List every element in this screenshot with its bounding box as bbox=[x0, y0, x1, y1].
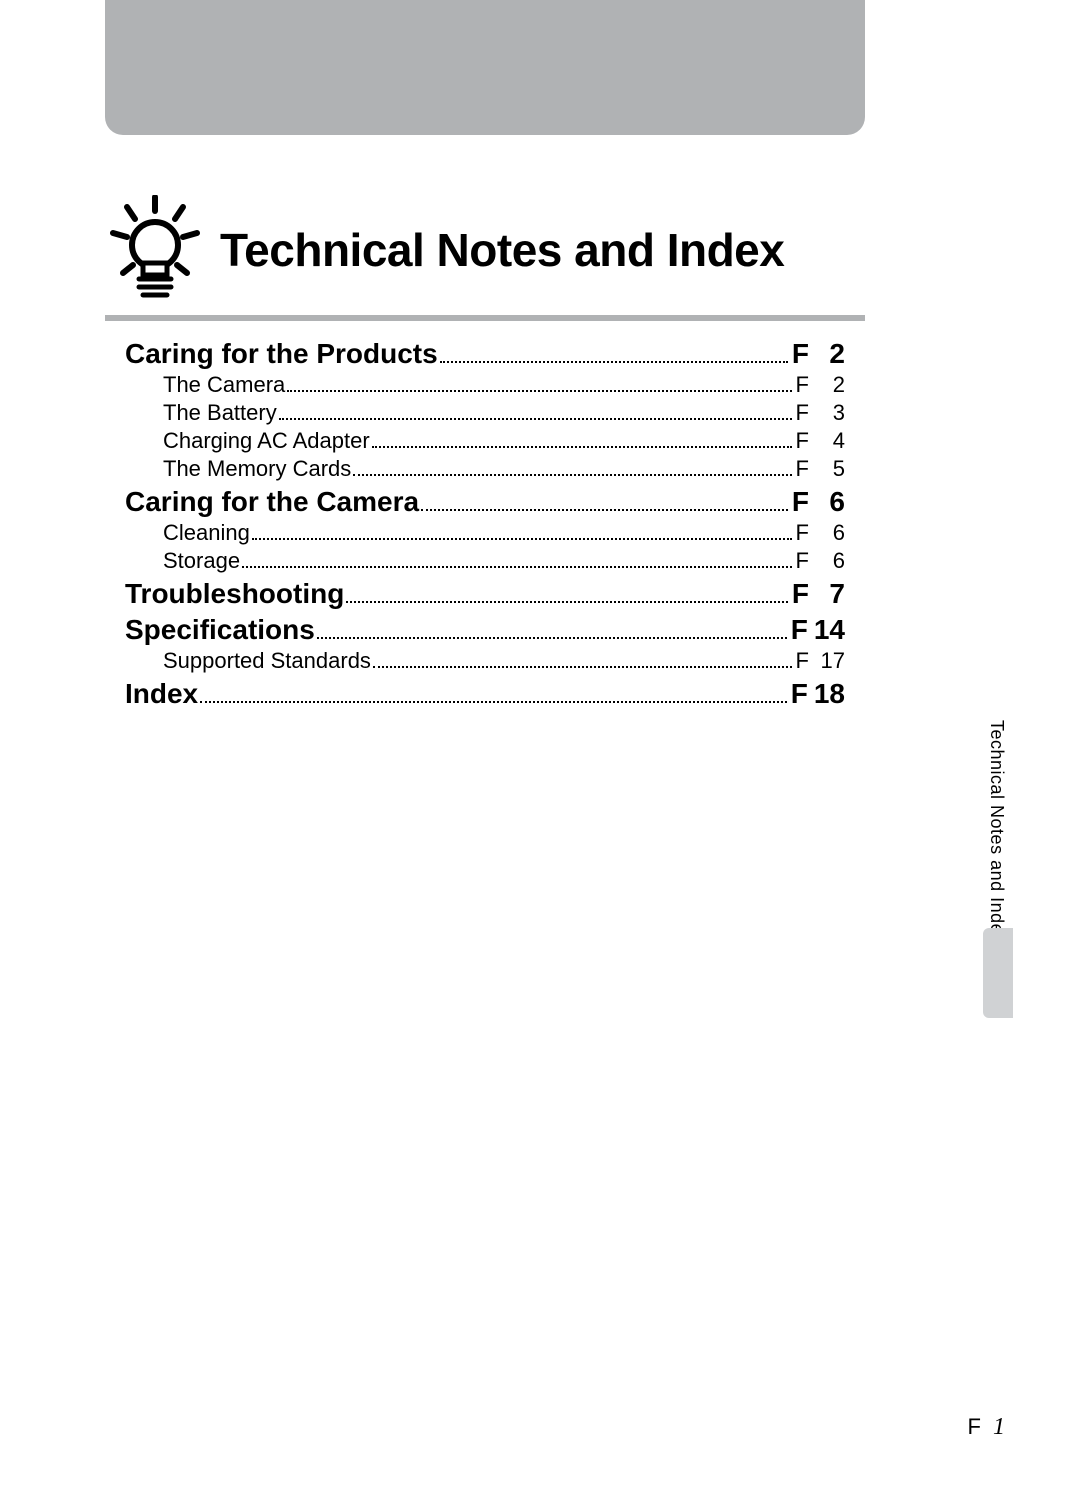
lightbulb-icon bbox=[105, 195, 205, 305]
toc-label: Cleaning bbox=[163, 520, 250, 546]
toc-entry[interactable]: The Battery F3 bbox=[125, 400, 845, 426]
toc-page-prefix: F bbox=[792, 578, 809, 610]
toc-entry[interactable]: Supported Standards F17 bbox=[125, 648, 845, 674]
toc-leader-dots bbox=[317, 637, 787, 639]
toc-label: The Memory Cards bbox=[163, 456, 351, 482]
toc-page-number: 4 bbox=[815, 428, 845, 454]
toc-entry[interactable]: The Camera F2 bbox=[125, 372, 845, 398]
toc-leader-dots bbox=[353, 474, 791, 476]
side-tab-label: Technical Notes and Index bbox=[986, 720, 1007, 944]
toc-entry[interactable]: Cleaning F6 bbox=[125, 520, 845, 546]
toc-entry[interactable]: Caring for the Products F2 bbox=[125, 338, 845, 370]
toc-label: Charging AC Adapter bbox=[163, 428, 370, 454]
toc-leader-dots bbox=[200, 701, 787, 703]
toc-leader-dots bbox=[372, 446, 792, 448]
toc-page-number: 6 bbox=[815, 548, 845, 574]
toc-label: Supported Standards bbox=[163, 648, 371, 674]
toc-label: Troubleshooting bbox=[125, 578, 344, 610]
toc-entry[interactable]: Index F18 bbox=[125, 678, 845, 710]
toc-label: Storage bbox=[163, 548, 240, 574]
toc-label: Index bbox=[125, 678, 198, 710]
toc-leader-dots bbox=[373, 666, 792, 668]
toc-page-number: 18 bbox=[814, 678, 845, 710]
toc-leader-dots bbox=[421, 509, 788, 511]
toc-page-number: 7 bbox=[815, 578, 845, 610]
toc-label: The Camera bbox=[163, 372, 285, 398]
toc-leader-dots bbox=[279, 418, 792, 420]
toc-entry[interactable]: Caring for the Camera F6 bbox=[125, 486, 845, 518]
page-title: Technical Notes and Index bbox=[220, 223, 784, 277]
toc-leader-dots bbox=[242, 566, 791, 568]
toc-page-prefix: F bbox=[796, 520, 809, 546]
toc-page-prefix: F bbox=[791, 614, 808, 646]
toc-label: Caring for the Camera bbox=[125, 486, 419, 518]
toc-entry[interactable]: Specifications F14 bbox=[125, 614, 845, 646]
title-row: Technical Notes and Index bbox=[105, 195, 865, 305]
toc-leader-dots bbox=[287, 390, 791, 392]
toc-label: The Battery bbox=[163, 400, 277, 426]
toc-entry[interactable]: Storage F6 bbox=[125, 548, 845, 574]
toc-page-prefix: F bbox=[792, 486, 809, 518]
toc-page-prefix: F bbox=[796, 456, 809, 482]
toc-entry[interactable]: The Memory Cards F5 bbox=[125, 456, 845, 482]
toc-page-number: 2 bbox=[815, 372, 845, 398]
toc-leader-dots bbox=[346, 601, 788, 603]
footer-prefix: F bbox=[968, 1414, 981, 1440]
toc-leader-dots bbox=[440, 361, 788, 363]
footer-page-number: 1 bbox=[993, 1414, 1005, 1441]
toc-page-number: 5 bbox=[815, 456, 845, 482]
toc-page-number: 6 bbox=[815, 520, 845, 546]
toc-page-number: 3 bbox=[815, 400, 845, 426]
header-accent-box bbox=[105, 0, 865, 135]
side-tab-box bbox=[983, 928, 1013, 1018]
toc-page-prefix: F bbox=[796, 428, 809, 454]
toc-label: Specifications bbox=[125, 614, 315, 646]
toc-leader-dots bbox=[252, 538, 792, 540]
toc-entry[interactable]: Troubleshooting F7 bbox=[125, 578, 845, 610]
toc-page-prefix: F bbox=[796, 400, 809, 426]
toc-page-prefix: F bbox=[796, 648, 809, 674]
title-underline bbox=[105, 315, 865, 321]
toc-page-prefix: F bbox=[796, 372, 809, 398]
toc-page-number: 6 bbox=[815, 486, 845, 518]
table-of-contents: Caring for the ProductsF2The CameraF2The… bbox=[125, 334, 845, 712]
toc-page-number: 14 bbox=[814, 614, 845, 646]
toc-page-prefix: F bbox=[791, 678, 808, 710]
toc-page-prefix: F bbox=[796, 548, 809, 574]
toc-label: Caring for the Products bbox=[125, 338, 438, 370]
toc-page-prefix: F bbox=[792, 338, 809, 370]
toc-page-number: 2 bbox=[815, 338, 845, 370]
toc-entry[interactable]: Charging AC Adapter F4 bbox=[125, 428, 845, 454]
toc-page-number: 17 bbox=[815, 648, 845, 674]
page-footer: F 1 bbox=[968, 1414, 1005, 1441]
